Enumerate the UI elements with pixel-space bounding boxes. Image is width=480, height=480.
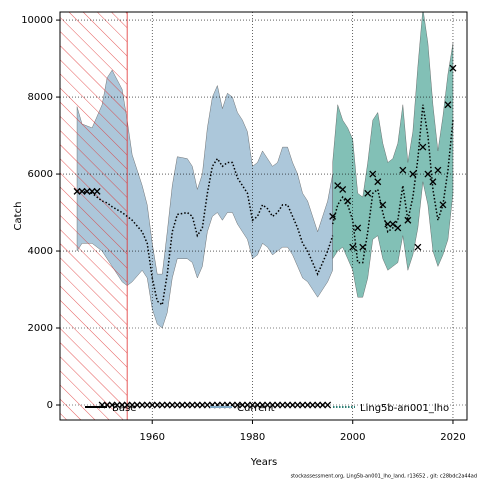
catch-marker [73,187,81,195]
y-tick-label: 10000 [21,15,53,26]
catch-marker [364,189,372,197]
catch-marker [178,401,186,409]
catch-marker [409,170,417,178]
x-tick-label: 1980 [240,432,265,443]
catch-marker [374,178,382,186]
y-tick-label: 0 [47,400,53,411]
catch-marker [238,401,246,409]
catch-marker [78,187,86,195]
y-tick-label: 2000 [28,323,53,334]
plot-frame [59,11,468,421]
catch-marker [434,166,442,174]
legend-label: Current [237,403,275,414]
catch-marker [439,201,447,209]
catch-marker [334,182,342,190]
catch-marker [384,220,392,228]
plot-area [60,12,457,420]
catch-marker [419,143,427,151]
catch-marker [304,401,312,409]
catch-marker [198,401,206,409]
confidence-band [332,12,454,298]
catch-marker [424,170,432,178]
catch-marker [379,201,387,209]
catch-marker [254,401,261,409]
catch-marker [93,187,101,195]
catch-marker [359,243,367,251]
x-tick-label: 2020 [440,432,465,443]
catch-marker [389,220,397,228]
legend-label: Base [112,403,136,414]
catch-marker [319,401,327,409]
y-tick-label: 8000 [28,92,53,103]
catch-marker [414,243,422,251]
catch-marker [429,178,437,186]
confidence-band [76,69,333,329]
y-tick-label: 4000 [28,246,53,257]
footer: stockassessment.org, Ling5b-an001_lho_la… [291,474,477,480]
catch-marker [83,187,91,195]
catch-marker [449,64,457,72]
catch-marker [354,224,362,232]
x-axis-label: Years [250,457,277,468]
catch-marker [118,401,126,409]
catch-marker [344,197,352,205]
catch-marker [339,185,347,193]
catch-marker [123,401,131,409]
catch-marker [138,401,146,409]
catch-marker [394,224,402,232]
mean-line [331,104,454,264]
catch-marker [274,401,281,409]
catch-marker [289,401,297,409]
x-tick-label: 2000 [340,432,365,443]
x-tick-label: 1960 [140,432,165,443]
legend-label: Ling5b-an001_lho [360,403,449,414]
catch-marker [148,401,156,409]
catch-marker [133,401,141,409]
y-axis-label: Catch [13,202,24,231]
hatched-region [60,12,128,420]
catch-marker [314,401,322,409]
catch-marker [168,401,176,409]
catch-marker [153,401,161,409]
catch-marker [269,401,276,409]
catch-marker [299,401,307,409]
catch-marker [329,212,337,220]
catch-marker [349,243,357,251]
catch-marker [244,401,251,409]
catch-marker [284,401,292,409]
catch-marker [183,401,191,409]
catch-marker [259,401,266,409]
catch-marker [399,166,407,174]
y-tick-label: 6000 [28,169,53,180]
catch-marker [108,401,116,409]
catch-marker [404,216,412,224]
catch-marker [163,401,171,409]
catch-marker [444,101,452,109]
catch-marker [193,401,201,409]
catch-marker [88,187,96,195]
